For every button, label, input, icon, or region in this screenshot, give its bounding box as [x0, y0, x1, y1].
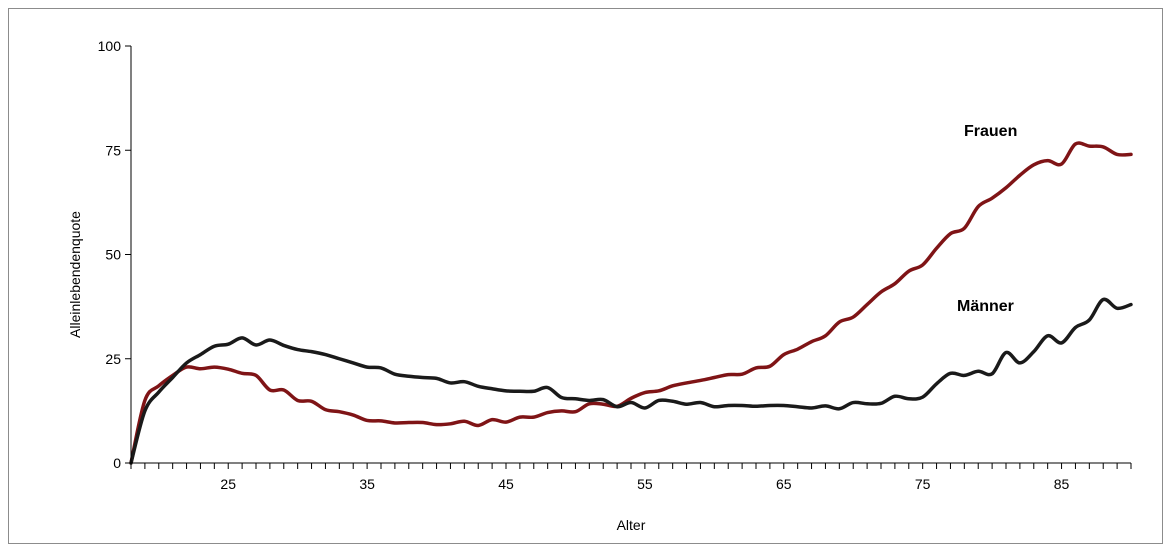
line-chart: 0 25 50 75 100 25 35 45 55 65 75 85 Alter Alleinle… [67, 38, 1133, 533]
series-line-maenner [129, 297, 1133, 465]
x-tick-label: 45 [498, 476, 514, 492]
y-tick-label: 50 [105, 247, 121, 263]
series-label-frauen: Frauen [964, 123, 1017, 140]
y-tick-label: 100 [98, 38, 122, 54]
series-label-maenner: Männer [957, 298, 1014, 315]
y-axis-ticks: 0 25 50 75 100 [98, 38, 131, 471]
x-tick-label: 35 [359, 476, 375, 492]
y-tick-label: 75 [105, 142, 121, 158]
x-axis-title: Alter [617, 517, 646, 533]
y-axis-title: Alleinlebendenquote [67, 211, 83, 338]
y-tick-label: 0 [113, 455, 121, 471]
x-tick-label: 25 [220, 476, 236, 492]
x-tick-label: 85 [1054, 476, 1070, 492]
chart-frame: 0 25 50 75 100 25 35 45 55 65 75 85 Alter Alleinle… [8, 8, 1163, 544]
series-lines [129, 141, 1133, 465]
y-tick-label: 25 [105, 351, 121, 367]
x-tick-label: 55 [637, 476, 653, 492]
series-line-frauen [129, 141, 1133, 465]
x-axis-ticks: 25 35 45 55 65 75 85 [130, 463, 1132, 492]
axes: 0 25 50 75 100 25 35 45 55 65 75 85 [98, 38, 1132, 492]
x-tick-label: 75 [915, 476, 931, 492]
x-tick-label: 65 [776, 476, 792, 492]
